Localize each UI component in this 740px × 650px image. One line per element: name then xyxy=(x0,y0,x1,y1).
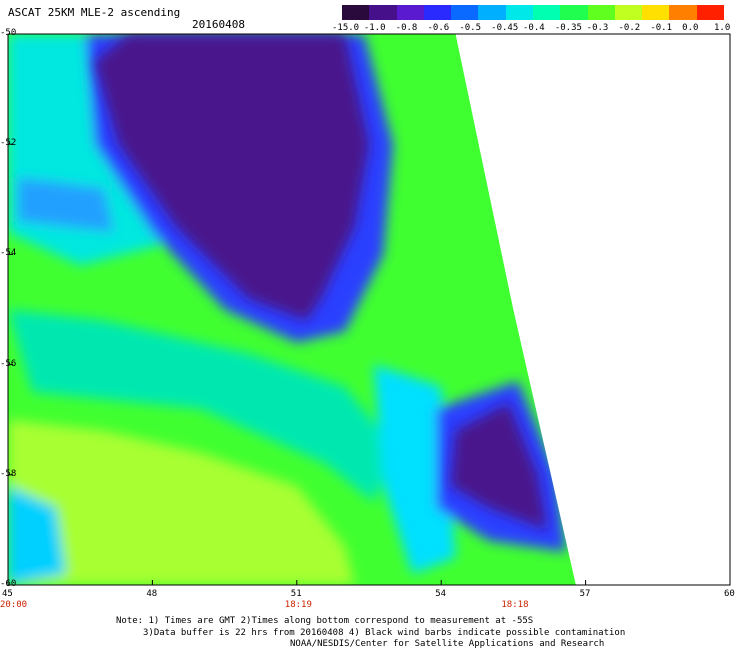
colorbar-label: -15.0 xyxy=(332,23,360,33)
colorbar-swatch xyxy=(451,5,479,20)
colorbar-swatch xyxy=(396,5,425,20)
note-line-2: 3)Data buffer is 22 hrs from 20160408 4)… xyxy=(143,628,626,638)
colorbar-label: -1.0 xyxy=(363,23,386,33)
x-tick-label: 57 xyxy=(579,589,591,599)
y-tick-label: -52 xyxy=(0,138,17,149)
x-tick-label: 45 xyxy=(2,589,13,599)
x-tick-label: 54 xyxy=(435,589,447,599)
colorbar-swatch xyxy=(505,5,534,20)
cyan-corner-sw xyxy=(8,485,66,585)
colorbar-label: -0.2 xyxy=(618,23,641,33)
blue-streak-west xyxy=(17,177,114,233)
colorbar-label: -0.35 xyxy=(554,23,582,33)
colorbar-label: -0.1 xyxy=(650,23,673,33)
colorbar-label: -0.4 xyxy=(523,23,545,33)
note-line-1: Note: 1) Times are GMT 2)Times along bot… xyxy=(116,616,534,626)
low-mle-north xyxy=(94,34,369,321)
y-tick-label: -60 xyxy=(0,579,17,589)
x-tick-label: 60 xyxy=(724,589,735,599)
map-title: ASCAT 25KM MLE-2 ascending xyxy=(8,6,181,19)
x-tick-label: 51 xyxy=(290,589,302,599)
y-tick-label: -56 xyxy=(0,358,17,369)
colorbar-label: 1.0 xyxy=(714,23,731,33)
colorbar-swatch xyxy=(669,5,698,20)
y-tick-label: -58 xyxy=(0,468,17,479)
plot-frame xyxy=(7,33,731,586)
cyan-band-east xyxy=(373,364,456,574)
yellow-green-region xyxy=(8,419,355,585)
note-line-3: NOAA/NESDIS/Center for Satellite Applica… xyxy=(290,639,605,649)
cyan-band-central xyxy=(8,309,394,503)
colorbar-swatch xyxy=(533,5,561,20)
y-tick-label: -54 xyxy=(0,248,17,259)
colorbar-labels: -15.0 -1.0 -0.8 -0.6 -0.5 -0.45 -0.4 -0.35 -0.3-… xyxy=(330,23,730,35)
colorbar-label: -0.45 xyxy=(491,23,519,33)
colorbar-swatch xyxy=(342,5,370,20)
colorbar-swatch xyxy=(696,5,725,20)
colorbar-swatch xyxy=(560,5,589,20)
colorbar-label: -0.6 xyxy=(427,23,450,33)
x-tick-label: 48 xyxy=(146,589,158,599)
time-label: 18:19 xyxy=(284,600,312,610)
time-label: 20:00 xyxy=(0,600,28,610)
colorbar-swatch xyxy=(478,5,507,20)
colorbar-swatch xyxy=(642,5,670,20)
colorbar-swatch xyxy=(587,5,616,20)
low-mle-south xyxy=(450,403,548,530)
colorbar-label: 0.0 xyxy=(682,23,699,33)
map-date: 20160408 xyxy=(192,18,245,31)
no-data-area xyxy=(455,34,730,585)
colorbar-swatch xyxy=(369,5,398,20)
y-tick-label: -50 xyxy=(0,28,17,38)
colorbar-swatch xyxy=(423,5,452,20)
colorbar-label: -0.8 xyxy=(395,23,418,33)
colorbar xyxy=(342,5,725,20)
colorbar-label: -0.3 xyxy=(586,23,609,33)
time-label: 18:18 xyxy=(501,600,529,610)
colorbar-swatch xyxy=(614,5,643,20)
colorbar-label: -0.5 xyxy=(459,23,482,33)
